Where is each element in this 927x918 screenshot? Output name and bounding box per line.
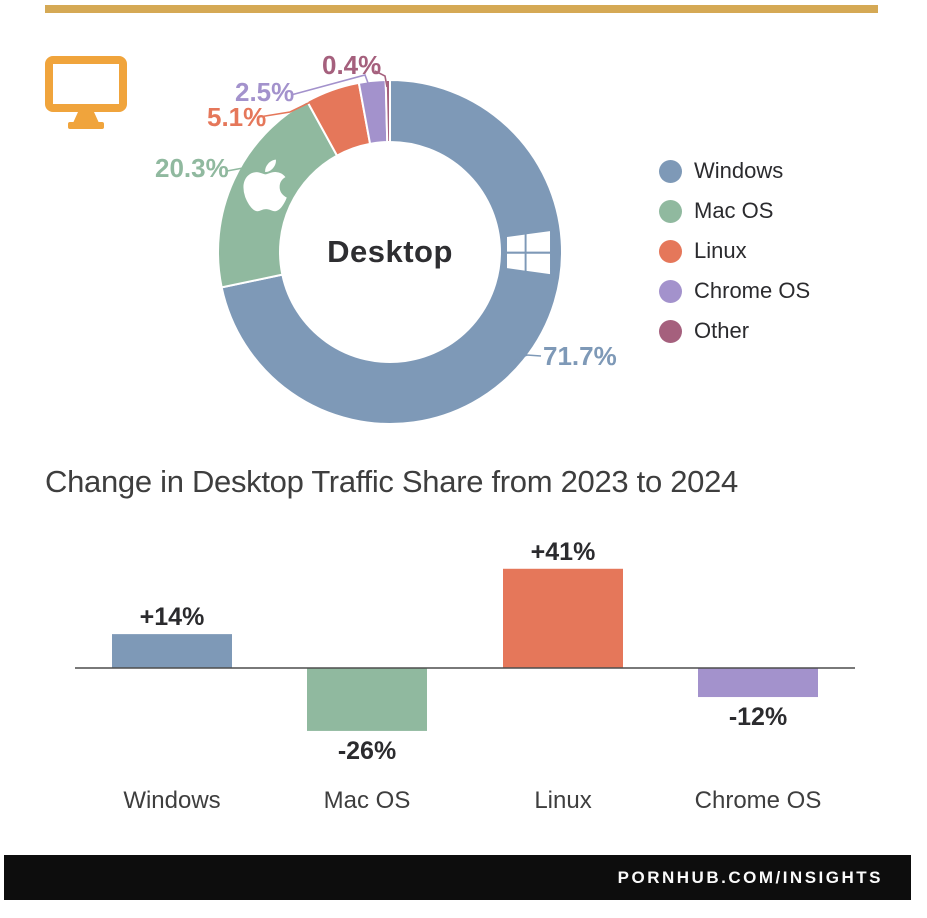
- legend-color-dot: [659, 279, 682, 303]
- donut-value-label-chrome-os: 2.5%: [235, 77, 294, 107]
- bar-chrome-os: [698, 668, 818, 698]
- bar-linux: [503, 568, 623, 668]
- donut-leader-line-other: [374, 70, 388, 88]
- legend-item-label: Chrome OS: [694, 278, 811, 303]
- donut-leader-line-linux: [258, 95, 324, 118]
- donut-leader-line-chrome-os: [290, 74, 372, 96]
- donut-slice-other: [384, 79, 391, 144]
- bar-chart-title: Change in Desktop Traffic Share from 202…: [45, 464, 738, 499]
- donut-value-label-other: 0.4%: [322, 50, 381, 80]
- top-rule-divider: [45, 5, 878, 13]
- bar-value-label-linux: +41%: [531, 538, 596, 566]
- donut-value-label-mac-os: 20.3%: [155, 153, 229, 183]
- donut-slice-windows: [220, 79, 563, 425]
- donut-leader-line-windows: [512, 354, 542, 362]
- apple-logo-path: [243, 159, 287, 212]
- legend-color-dot: [659, 199, 682, 223]
- bar-mac-os: [307, 668, 427, 731]
- apple-logo-icon: [243, 159, 287, 212]
- donut-center-label: Desktop: [327, 234, 453, 269]
- donut-value-label-linux: 5.1%: [207, 102, 266, 132]
- legend-item-label: Mac OS: [694, 198, 774, 223]
- footer-brand-text: PORNHUB.COM/INSIGHTS: [617, 867, 883, 887]
- footer-brand-bar: PORNHUB.COM/INSIGHTS: [4, 855, 911, 900]
- bar-category-label-linux: Linux: [534, 787, 591, 814]
- bar-value-label-chrome-os: -12%: [729, 703, 787, 731]
- legend-item-label: Windows: [694, 158, 784, 183]
- donut-legend: Windows Mac OS Linux Chrome OS Other: [659, 151, 810, 351]
- bar-category-label-chrome-os: Chrome OS: [695, 787, 822, 814]
- bar-value-label-windows: +14%: [140, 603, 205, 631]
- bar-category-label-windows: Windows: [123, 787, 220, 814]
- windows-logo-icon: [507, 231, 551, 275]
- donut-percentage-labels: 71.7% 20.3% 5.1%2.5% 0.4%: [155, 50, 617, 371]
- legend-item-label: Other: [694, 318, 750, 343]
- windows-logo-path: [507, 231, 551, 275]
- legend-item-linux: Linux: [659, 231, 810, 271]
- bar-chart: +14% Windows -26% Mac OS +41% Linux -12% Chrome…: [75, 538, 855, 814]
- legend-item-other: Other: [659, 311, 810, 351]
- donut-leader-line-mac-os: [226, 167, 244, 172]
- legend-item-chrome-os: Chrome OS: [659, 271, 810, 311]
- legend-item-windows: Windows: [659, 151, 810, 191]
- legend-color-dot: [659, 319, 682, 343]
- legend-color-dot: [659, 239, 682, 263]
- bar-windows: [112, 634, 232, 668]
- legend-item-label: Linux: [694, 238, 747, 263]
- desktop-monitor-icon: [45, 56, 127, 135]
- donut-value-label-windows: 71.7%: [543, 341, 617, 371]
- bar-category-label-mac-os: Mac OS: [324, 787, 411, 814]
- legend-item-mac-os: Mac OS: [659, 191, 810, 231]
- donut-slice-icons: [243, 159, 551, 275]
- bar-value-label-mac-os: -26%: [338, 737, 396, 765]
- legend-color-dot: [659, 159, 682, 183]
